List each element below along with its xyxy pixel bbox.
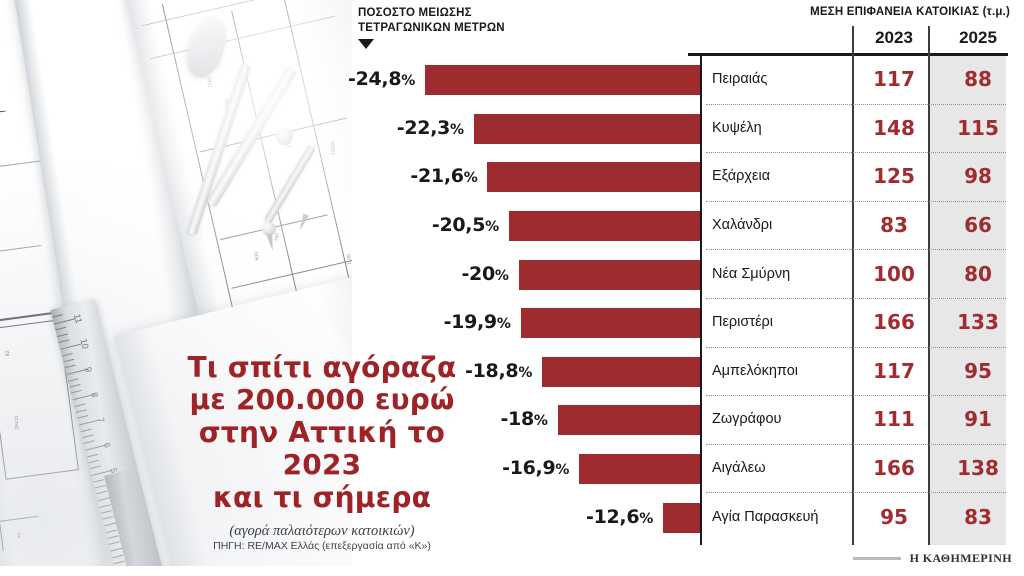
row-separator <box>706 492 1006 494</box>
value-2023: 95 <box>880 504 908 529</box>
table-row: -24,8% Πειραιάς 117 88 <box>0 56 1024 105</box>
table-row: -19,9% Περιστέρι 166 133 <box>0 297 1024 348</box>
headline-line-2: με 200.000 ευρώ <box>189 383 455 417</box>
value-2025: 80 <box>964 261 992 286</box>
value-2023: 166 <box>873 310 915 335</box>
row-name: Νέα Σμύρνη <box>712 265 791 282</box>
column-divider-2023 <box>852 26 854 545</box>
value-2023: 83 <box>880 213 908 238</box>
chart-header-line-1: ΠΟΣΟΣΤΟ ΜΕΙΩΣΗΣ <box>358 7 472 19</box>
table-row: -12,6% Αγία Παρασκευή 95 83 <box>0 492 1024 542</box>
bar <box>425 65 700 96</box>
brand-rule <box>852 557 901 560</box>
row-separator <box>706 200 1006 202</box>
value-2025: 88 <box>964 67 992 92</box>
row-name: Ζωγράφου <box>712 411 782 428</box>
bar-percent-label: -19,9% <box>443 311 511 334</box>
bar <box>508 211 700 242</box>
table-row: -22,3% Κυψέλη 148 115 <box>0 103 1024 154</box>
value-2023: 125 <box>873 164 915 189</box>
table-row: -16,9% Αιγάλεω 166 138 <box>0 443 1024 494</box>
source-note: ΠΗΓΗ: RE/MAX Ελλάς (επεξεργασία από «Κ») <box>213 540 431 552</box>
value-2025: 115 <box>957 115 999 140</box>
bottom-band <box>0 566 1024 576</box>
headline-line-4: και τι σήμερα <box>212 480 432 514</box>
bar-percent-label: -24,8% <box>348 68 415 91</box>
value-2025: 83 <box>964 504 992 529</box>
column-divider-2025 <box>928 26 930 545</box>
bar <box>579 454 700 485</box>
bar <box>663 502 700 533</box>
value-2023: 166 <box>873 456 915 481</box>
row-name: Κυψέλη <box>712 119 762 136</box>
row-separator <box>706 346 1006 348</box>
footer-brand: Η ΚΑΘΗΜΕΡΙΝΗ <box>852 551 1012 566</box>
row-name: Περιστέρι <box>712 314 774 331</box>
row-name: Αιγάλεω <box>712 460 766 477</box>
table-row: -20% Νέα Σμύρνη 100 80 <box>0 249 1024 299</box>
brand-name: Η ΚΑΘΗΜΕΡΙΝΗ <box>909 551 1012 565</box>
table-title: ΜΕΣΗ ΕΠΙΦΑΝΕΙΑ ΚΑΤΟΙΚΙΑΣ (τ.μ.) <box>810 6 1010 18</box>
chart-axis-line <box>700 56 702 545</box>
value-2023: 148 <box>873 115 915 140</box>
row-separator <box>706 152 1006 154</box>
bar-percent-label: -16,9% <box>502 457 570 480</box>
row-separator <box>706 103 1006 105</box>
bar <box>520 308 700 339</box>
row-name: Πειραιάς <box>712 71 768 88</box>
headline-block: Τι σπίτι αγόραζα με 200.000 ευρώ στην Ατ… <box>176 351 468 540</box>
bar <box>473 113 700 144</box>
bar-percent-label: -18% <box>500 408 548 431</box>
value-2023: 117 <box>873 358 915 383</box>
value-2025: 66 <box>964 213 992 238</box>
headline-subtitle: (αγορά παλαιότερων κατοικιών) <box>229 523 415 540</box>
bar-percent-label: -21,6% <box>410 165 478 188</box>
column-header-2025: 2025 <box>959 28 997 47</box>
bar-percent-label: -20,5% <box>431 214 499 237</box>
bar <box>518 259 700 290</box>
row-separator <box>706 443 1006 445</box>
row-separator <box>706 395 1006 397</box>
bar <box>542 356 700 387</box>
data-rows: -24,8% Πειραιάς 117 88 -22,3% Κυψέλη 148 115 -21… <box>0 56 1024 542</box>
table-top-rule <box>688 53 1008 56</box>
value-2025: 91 <box>964 407 992 432</box>
headline-line-1: Τι σπίτι αγόραζα <box>187 351 457 384</box>
chart-header: ΠΟΣΟΣΤΟ ΜΕΙΩΣΗΣ ΤΕΤΡΑΓΩΝΙΚΩΝ ΜΕΤΡΩΝ <box>358 6 505 50</box>
bar-percent-label: -18,8% <box>465 359 533 382</box>
value-2025: 133 <box>957 310 999 335</box>
row-name: Χαλάνδρι <box>712 217 773 234</box>
bar-percent-label: -20% <box>461 262 509 285</box>
column-header-2023: 2023 <box>875 28 913 47</box>
table-row: -21,6% Εξάρχεια 125 98 <box>0 152 1024 202</box>
bar <box>557 405 700 436</box>
row-separator <box>706 297 1006 299</box>
headline-line-3: στην Αττική το 2023 <box>198 415 446 482</box>
column-shade-2025 <box>930 56 1006 545</box>
table-row: -18% Ζωγράφου 111 91 <box>0 395 1024 445</box>
bar-percent-label: -12,6% <box>586 505 653 528</box>
row-name: Εξάρχεια <box>712 168 771 185</box>
row-separator <box>706 249 1006 251</box>
triangle-down-icon <box>358 39 374 50</box>
blueprint-photo: 1785 270 82 29410 40 630 3420 <box>0 0 352 566</box>
value-2023: 111 <box>873 407 915 432</box>
value-2025: 98 <box>964 164 992 189</box>
row-name: Αγία Παρασκευή <box>712 508 819 525</box>
bar-percent-label: -22,3% <box>396 116 464 139</box>
bar <box>487 162 700 193</box>
value-2025: 138 <box>957 456 999 481</box>
chart-header-line-2: ΤΕΤΡΑΓΩΝΙΚΩΝ ΜΕΤΡΩΝ <box>358 22 505 35</box>
table-row: -20,5% Χαλάνδρι 83 66 <box>0 200 1024 251</box>
row-name: Αμπελόκηποι <box>712 362 798 379</box>
table-row: -18,8% Αμπελόκηποι 117 95 <box>0 346 1024 397</box>
value-2025: 95 <box>964 358 992 383</box>
value-2023: 117 <box>873 67 915 92</box>
value-2023: 100 <box>873 261 915 286</box>
